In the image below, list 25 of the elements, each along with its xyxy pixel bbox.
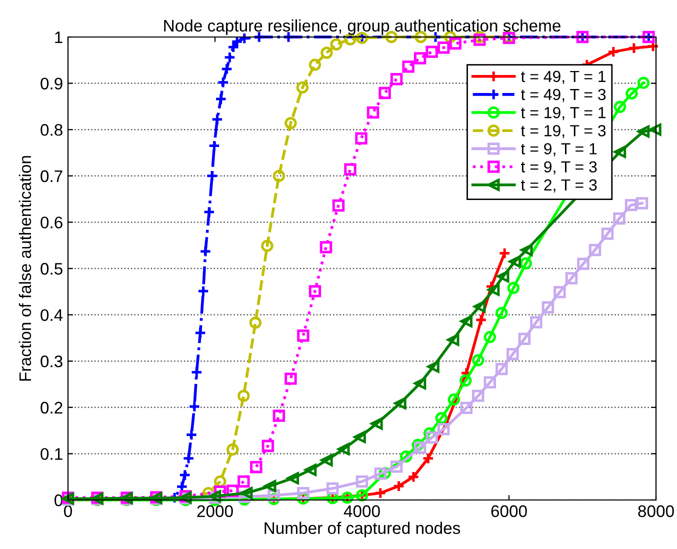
legend-label: t = 9, T = 3 xyxy=(520,161,597,174)
y-tick-label: 0.7 xyxy=(40,170,62,182)
x-tick-label: 6000 xyxy=(491,505,527,518)
chart-title: Node capture resilience, group authentication scheme xyxy=(164,19,560,35)
y-axis-title: Fraction of false authentication xyxy=(18,156,32,381)
legend-label: t = 9, T = 1 xyxy=(520,143,597,156)
legend-label: t = 49, T = 3 xyxy=(520,88,606,102)
legend-label: t = 19, T = 3 xyxy=(520,125,606,138)
legend-label: t = 49, T = 1 xyxy=(520,70,606,84)
legend-label: t = 19, T = 1 xyxy=(520,106,606,120)
x-tick-label: 4000 xyxy=(344,505,380,518)
y-tick-label: 0.3 xyxy=(40,356,62,368)
x-tick-label: 8000 xyxy=(638,505,674,518)
y-tick-label: 0.5 xyxy=(40,262,62,275)
x-tick-label: 2000 xyxy=(197,505,233,518)
y-tick-label: 0.8 xyxy=(40,124,62,136)
x-tick-label: 0 xyxy=(64,505,72,518)
legend-label: t = 2, T = 3 xyxy=(520,179,597,192)
y-tick-label: 0.9 xyxy=(40,78,62,90)
y-tick-label: 0.6 xyxy=(40,216,62,228)
y-tick-label: 1 xyxy=(55,32,62,44)
y-tick-label: 0.2 xyxy=(40,402,62,414)
y-tick-label: 0.1 xyxy=(40,448,62,460)
x-axis-title: Number of captured nodes xyxy=(264,522,460,538)
y-tick-label: 0.4 xyxy=(40,309,63,322)
